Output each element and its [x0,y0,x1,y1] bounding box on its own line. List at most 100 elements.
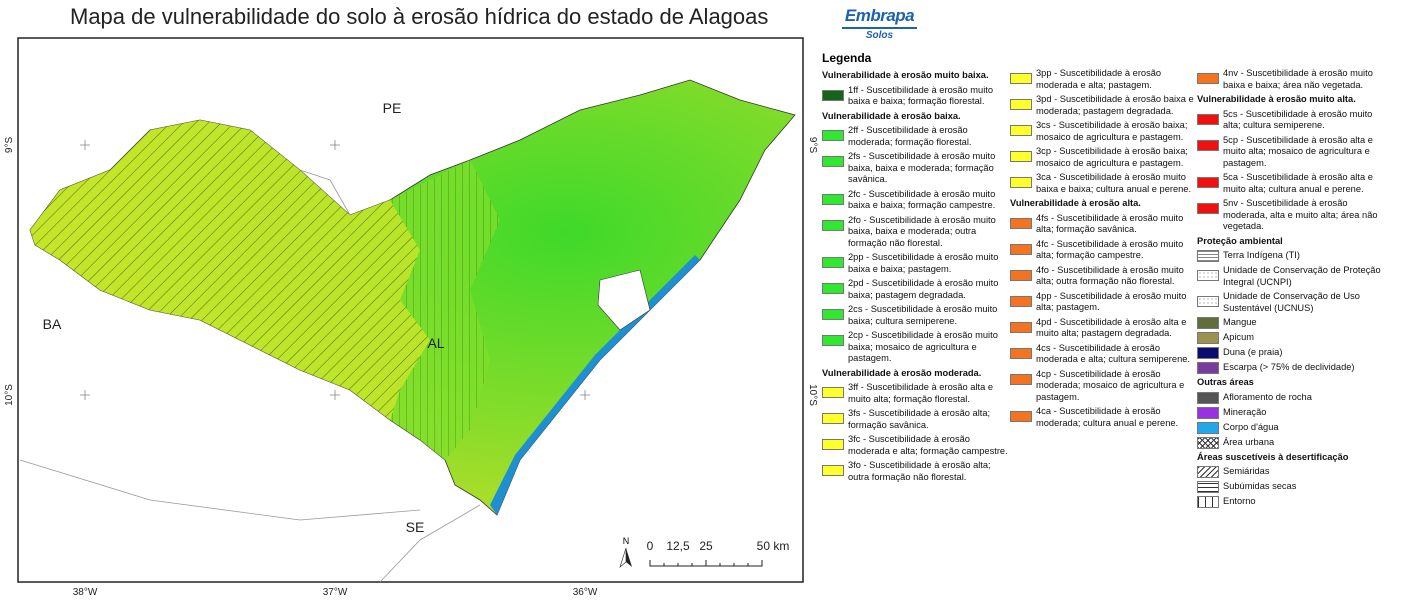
legend-item: Mangue [1197,317,1383,329]
legend-item: 3fs - Suscetibilidade à erosão alta; for… [822,408,1008,431]
legend-item: 4pd - Suscetibilidade à erosão alta e mu… [1010,317,1196,340]
legend-item: 2pp - Suscetibilidade à erosão muito bai… [822,252,1008,275]
legend-label: 4cp - Suscetibilidade à erosão moderada;… [1036,368,1185,402]
scale-label: 12,5 [666,539,690,553]
legend-item: 2ff - Suscetibilidade à erosão moderada;… [822,125,1008,148]
legend-item: Afloramento de rocha [1197,391,1383,404]
legend-item: Semiáridas [1197,466,1383,478]
legend-item: 2fo - Suscetibilidade à erosão muito bai… [822,215,1008,250]
legend-swatch [1197,250,1219,262]
legend-swatch [1197,391,1219,404]
legend-swatch [822,413,844,424]
state-label: BA [43,316,62,332]
legend-label: Escarpa (> 75% de declividade) [1223,362,1355,372]
state-label: SE [406,519,425,535]
legend-label: 3ca - Suscetibilidade à erosão muito bai… [1036,172,1192,194]
legend-label: 2pd - Suscetibilidade à erosão muito bai… [848,278,999,300]
legend-label: Subúmidas secas [1223,481,1297,491]
legend-column: Vulnerabilidade à erosão muito baixa. 1ff… [822,68,1008,486]
logo: Embrapa Solos [842,6,917,41]
legend-swatch [822,335,844,346]
legend-swatch [1010,347,1032,359]
legend-item: Apicum [1197,332,1383,344]
legend-item: 1ff - Suscetibilidade à erosão muito bai… [822,85,1008,108]
legend-swatch [1197,73,1219,84]
legend-label: 2fc - Suscetibilidade à erosão muito bai… [848,188,996,211]
legend-swatch [1010,73,1032,84]
lat-label: 10°S [807,384,818,406]
legend-swatch [822,156,844,167]
state-label: AL [427,335,444,351]
legend-heading: Vulnerabilidade à erosão moderada. [822,367,982,378]
legend-item: 3ca - Suscetibilidade à erosão muito bai… [1010,172,1196,195]
legend-heading: Áreas suscetíveis à desertificação [1197,451,1349,462]
legend-swatch [1197,481,1219,493]
coast [490,255,700,515]
legend-heading: Proteção ambiental [1197,235,1283,246]
legend-label: 5nv - Suscetibilidade à erosão moderada,… [1223,198,1378,231]
legend-label: 3fc - Suscetibilidade à erosão moderada … [848,434,1008,456]
legend-label: 2cp - Suscetibilidade à erosão muito bai… [848,330,998,363]
urban-area [597,269,651,331]
legend-item: 3ff - Suscetibilidade à erosão alta e mu… [822,382,1008,405]
legend-swatch [822,193,844,205]
legend-item: Entorno [1197,496,1383,508]
semiarid-zone [30,120,430,420]
scale-label: 25 [699,539,713,553]
legend-item: Escarpa (> 75% de declividade) [1197,362,1383,374]
legend-label: 4fs - Suscetibilidade à erosão muito alt… [1036,212,1184,235]
legend-swatch [822,283,844,294]
legend-label: 4pp - Suscetibilidade à erosão muito alt… [1036,290,1187,313]
legend-swatch [1197,332,1219,344]
legend-item: Terra Indígena (TI) [1197,250,1383,262]
legend-swatch [1197,113,1219,125]
legend-label: Duna (e praia) [1223,347,1283,357]
legend-label: Apicum [1223,332,1255,342]
legend-label: 4cs - Suscetibilidade à erosão moderada … [1036,342,1191,365]
legend-label: 3pp - Suscetibilidade à erosão moderada … [1036,68,1162,90]
legend-swatch [1010,411,1032,422]
logo-text: Embrapa [844,6,915,25]
legend-label: 3fo - Suscetibilidade à erosão alta; out… [848,460,991,482]
legend-item: 5ca - Suscetibilidade à erosão alta e mu… [1197,172,1383,195]
legend-label: Mineração [1223,406,1267,417]
logo-bar [842,27,917,29]
legend-item: 2cs - Suscetibilidade à erosão muito bai… [822,304,1008,327]
legend-item: 4cp - Suscetibilidade à erosão moderada;… [1010,369,1196,404]
legend-item: 3pp - Suscetibilidade à erosão moderada … [1010,68,1196,91]
legend-label: Mangue [1223,317,1257,327]
legend-swatch [822,387,844,398]
legend-swatch [1197,296,1219,307]
legend-item: 4ca - Suscetibilidade à erosão moderada;… [1010,406,1196,429]
legend-item: 2pd - Suscetibilidade à erosão muito bai… [822,278,1008,301]
legend-item: 4fo - Suscetibilidade à erosão muito alt… [1010,265,1196,288]
legend-item: 5cs - Suscetibilidade à erosão muito alt… [1197,109,1383,132]
legend-label: 5cs - Suscetibilidade à erosão muito alt… [1223,108,1373,131]
legend-item: 4fs - Suscetibilidade à erosão muito alt… [1010,213,1196,236]
map: PE BA SE AL 9°S 10°S 9°S 10°S 38°W 37°W … [4,37,818,598]
legend-heading: Outras áreas [1197,377,1254,387]
scale-label: 50 km [757,539,790,553]
legend-item: Subúmidas secas [1197,481,1383,493]
legend-label: 3fs - Suscetibilidade à erosão alta; for… [848,408,991,430]
legend-label: 2fo - Suscetibilidade à erosão muito bai… [848,214,996,248]
legend-label: 3pd - Suscetibilidade à erosão baixa e m… [1036,94,1194,116]
legend-item: 2cp - Suscetibilidade à erosão muito bai… [822,330,1008,365]
legend-item: 2fs - Suscetibilidade à erosão muito bai… [822,151,1008,186]
legend-swatch [1010,295,1032,307]
legend-swatch [1197,317,1219,329]
scale-label: 0 [647,539,654,553]
legend-label: Unidade de Conservação de Uso Sustentáve… [1223,291,1360,313]
legend-item: Unidade de Conservação de Proteção Integ… [1197,265,1383,288]
legend-swatch [1197,139,1219,151]
legend-item: 4pp - Suscetibilidade à erosão muito alt… [1010,291,1196,314]
legend-heading: Vulnerabilidade à erosão baixa. [822,110,961,121]
lat-label: 9°S [807,137,818,154]
legend-label: 2ff - Suscetibilidade à erosão moderada;… [848,125,972,147]
legend-heading: Vulnerabilidade à erosão muito alta. [1197,94,1356,104]
legend-swatch [1197,466,1219,478]
legend-swatch [1197,203,1219,214]
legend-item: 2fc - Suscetibilidade à erosão muito bai… [822,189,1008,212]
legend-label: 4pd - Suscetibilidade à erosão alta e mu… [1036,316,1187,339]
